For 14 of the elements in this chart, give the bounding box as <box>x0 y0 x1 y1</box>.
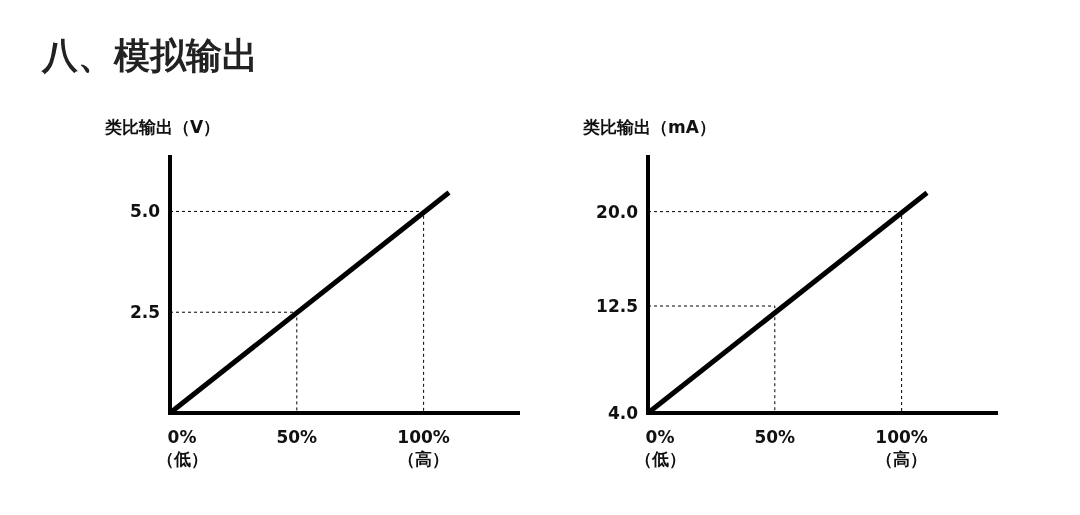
x-tick-label: 0% （低） <box>634 427 686 470</box>
x-tick-label: 50% <box>276 427 318 447</box>
x-tick-label: 100% （高） <box>397 427 450 470</box>
x-tick-label: 100% （高） <box>875 427 928 470</box>
y-axis-title: 类比输出（mA） <box>582 117 716 137</box>
y-tick-label: 4.0 <box>607 403 639 423</box>
y-tick-label: 12.5 <box>596 296 638 317</box>
x-tick-label: 0% （低） <box>156 427 208 470</box>
x-tick-label: 50% <box>754 427 796 447</box>
y-tick-label: 5.0 <box>129 201 161 222</box>
y-axis-title: 类比输出（V） <box>104 117 221 137</box>
y-tick-label: 20.0 <box>596 201 639 222</box>
chart-title: 八、模拟输出 <box>41 35 258 76</box>
y-tick-label: 2.5 <box>129 302 160 323</box>
